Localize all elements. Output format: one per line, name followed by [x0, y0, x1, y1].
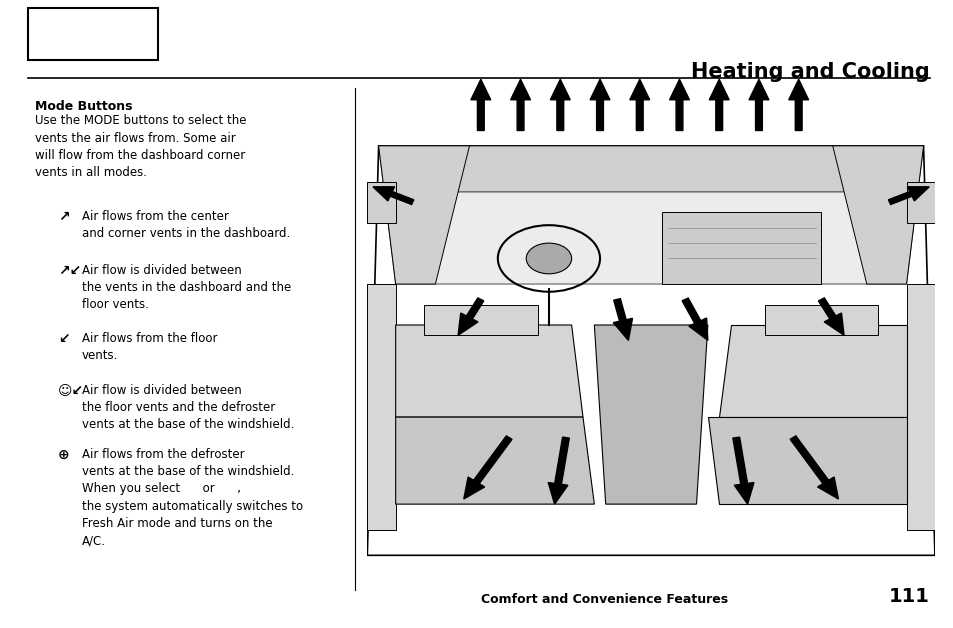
FancyArrow shape [681, 298, 707, 340]
Text: Comfort and Convenience Features: Comfort and Convenience Features [480, 593, 727, 606]
Bar [28, 8, 158, 60]
Text: ↗: ↗ [58, 210, 70, 224]
FancyArrow shape [788, 79, 808, 131]
Text: Air flows from the defroster
vents at the base of the windshield.
When you selec: Air flows from the defroster vents at th… [82, 448, 303, 547]
FancyArrow shape [590, 79, 609, 131]
Text: Air flows from the floor
vents.: Air flows from the floor vents. [82, 332, 217, 362]
Text: ↙: ↙ [58, 332, 70, 346]
Bar [423, 305, 537, 335]
Polygon shape [832, 146, 923, 284]
Text: Use the MODE buttons to select the
vents the air flows from. Some air
will flow : Use the MODE buttons to select the vents… [35, 114, 246, 180]
FancyArrow shape [629, 79, 649, 131]
Ellipse shape [526, 243, 571, 274]
FancyArrow shape [463, 436, 512, 499]
FancyArrow shape [373, 187, 414, 205]
FancyArrow shape [510, 79, 530, 131]
Text: Mode Buttons: Mode Buttons [35, 100, 132, 113]
Polygon shape [719, 325, 905, 417]
Bar [661, 212, 821, 284]
FancyArrow shape [748, 79, 768, 131]
FancyArrow shape [789, 436, 838, 499]
Bar [763, 305, 877, 335]
FancyArrow shape [471, 79, 490, 131]
FancyArrow shape [887, 187, 928, 205]
Text: ⊕: ⊕ [58, 448, 70, 462]
Text: Air flow is divided between
the vents in the dashboard and the
floor vents.: Air flow is divided between the vents in… [82, 264, 291, 311]
Polygon shape [594, 325, 707, 504]
FancyArrow shape [613, 299, 632, 340]
FancyArrow shape [548, 437, 569, 504]
FancyArrow shape [818, 298, 843, 335]
Text: 111: 111 [888, 587, 929, 606]
Polygon shape [395, 325, 582, 417]
FancyArrow shape [732, 437, 753, 504]
FancyArrow shape [708, 79, 728, 131]
Text: Heating and Cooling: Heating and Cooling [691, 62, 929, 82]
FancyArrow shape [550, 79, 570, 131]
Polygon shape [367, 181, 395, 223]
Text: ↗↙: ↗↙ [58, 264, 81, 278]
FancyArrow shape [457, 298, 483, 335]
Polygon shape [378, 146, 923, 192]
Polygon shape [378, 146, 469, 284]
Polygon shape [395, 417, 594, 504]
Polygon shape [707, 417, 905, 504]
Polygon shape [367, 284, 395, 530]
Text: Air flow is divided between
the floor vents and the defroster
vents at the base : Air flow is divided between the floor ve… [82, 384, 294, 431]
Text: ☺↙: ☺↙ [58, 384, 84, 398]
Polygon shape [905, 284, 934, 530]
Text: Air flows from the center
and corner vents in the dashboard.: Air flows from the center and corner ven… [82, 210, 290, 240]
Polygon shape [905, 181, 934, 223]
Polygon shape [378, 146, 923, 284]
FancyArrow shape [669, 79, 689, 131]
